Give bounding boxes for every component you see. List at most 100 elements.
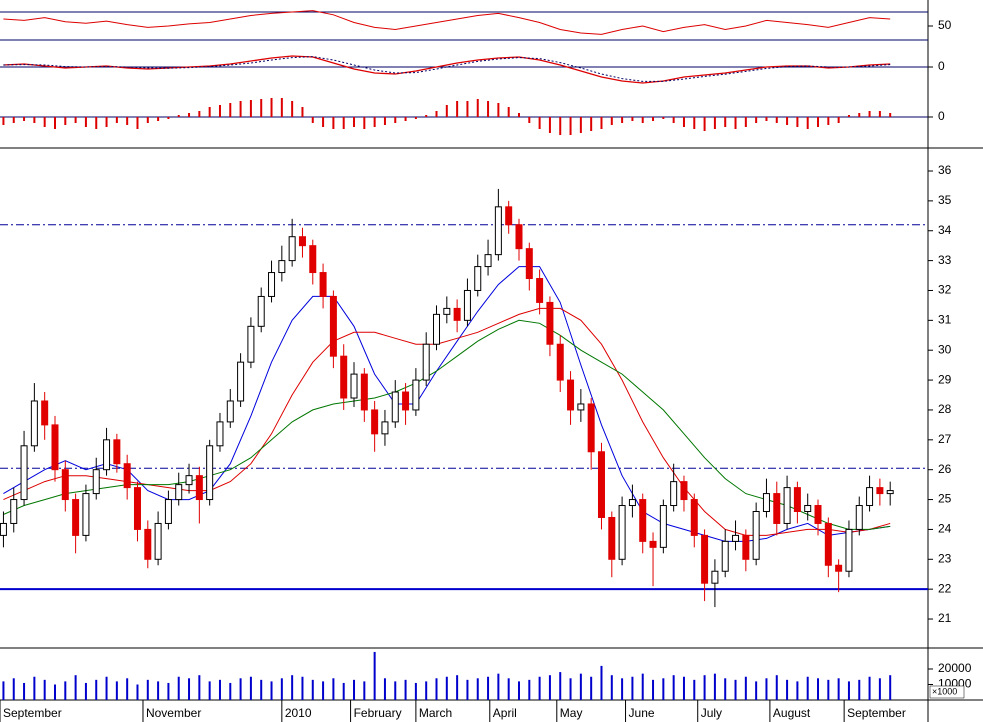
volume-bar [43,679,46,700]
histogram-bar [249,100,252,117]
volume-bar [579,673,582,700]
candle-body [237,361,245,402]
volume-bar [394,681,397,700]
histogram-bar [631,117,634,121]
histogram-bar [84,117,87,127]
histogram-bar [425,115,428,117]
volume-bar [847,681,850,700]
histogram-bar [775,117,778,123]
histogram-bar [12,117,15,123]
volume-bar [53,684,56,700]
candle-body [216,421,224,447]
candle-body [195,475,203,501]
histogram-bar [373,117,376,127]
histogram-bar [322,117,325,127]
histogram-bar [497,103,500,117]
candle-body [443,307,451,315]
candle-body [206,445,214,501]
volume-bar [765,678,768,700]
histogram-bar [95,117,98,129]
candle-body [164,499,172,524]
volume-bar [332,678,335,700]
histogram-bar [641,117,644,123]
volume-bar [33,676,36,700]
histogram-bar [146,117,149,123]
y-tick-label: 21 [938,611,952,625]
histogram-bar [703,117,706,131]
candle-body [608,516,616,560]
volume-bar [188,678,191,700]
y-tick-label: 20000 [938,661,972,675]
volume-bar [84,682,87,700]
volume-bar [476,678,479,700]
x-tick-label: April [493,706,517,720]
histogram-bar [188,113,191,117]
candle-body [618,505,626,560]
candle-body [711,570,719,584]
histogram-bar [280,98,283,117]
histogram-bar [806,117,809,129]
histogram-bar [734,117,737,129]
histogram-bar [744,117,747,127]
volume-bar [270,681,273,700]
candle-body [247,325,255,363]
histogram-bar [239,101,242,117]
volume-bar [868,676,871,700]
histogram-bar [858,113,861,117]
histogram-bar [621,117,624,123]
histogram-bar [652,117,655,121]
volume-bar [280,678,283,700]
volume-bar [600,665,603,700]
histogram-bar [548,117,551,133]
candle-body [113,439,121,465]
candle-body [0,522,7,536]
candle-body [814,505,822,524]
candle-body [659,505,667,548]
volume-bar [817,678,820,700]
volume-bar [775,675,778,700]
candle-body [278,260,286,274]
y-tick-label: 31 [938,313,952,327]
histogram-bar [559,117,562,135]
candle-body [350,373,358,399]
candle-body [268,272,276,297]
volume-bar [322,681,325,700]
volume-bar [291,675,294,700]
macd-line [3,55,891,84]
x-tick-label: September [3,706,62,720]
y-tick-label: 25 [938,492,952,506]
candle-body [463,289,471,321]
volume-bar [414,682,417,700]
histogram-bar [198,111,201,117]
volume-bar [404,679,407,700]
histogram-bar [270,98,273,117]
volume-bar [713,673,716,700]
x-tick-label: June [629,706,655,720]
candle-body [628,499,636,507]
candle-body [288,236,296,262]
candle-body [103,439,111,471]
candle-body [732,534,740,542]
volume-bar [229,682,232,700]
histogram-bar [218,105,221,117]
candle-body [587,403,595,453]
histogram-bar [682,117,685,127]
volume-bar [373,651,376,700]
y-tick-label: 32 [938,283,952,297]
candle-body [701,534,709,584]
volume-bar [74,675,77,700]
volume-bar [724,678,727,700]
y-tick-label: 50 [938,18,952,32]
candle-body [30,400,38,447]
histogram-bar [74,117,77,123]
candle-body [866,487,874,507]
volume-bar [744,676,747,700]
unit-box [929,685,965,699]
candle-body [381,421,389,435]
candle-body [484,254,492,268]
histogram-bar [610,117,613,125]
histogram-bar [414,117,417,119]
volume-bar [559,672,562,700]
histogram-bar [394,117,397,123]
